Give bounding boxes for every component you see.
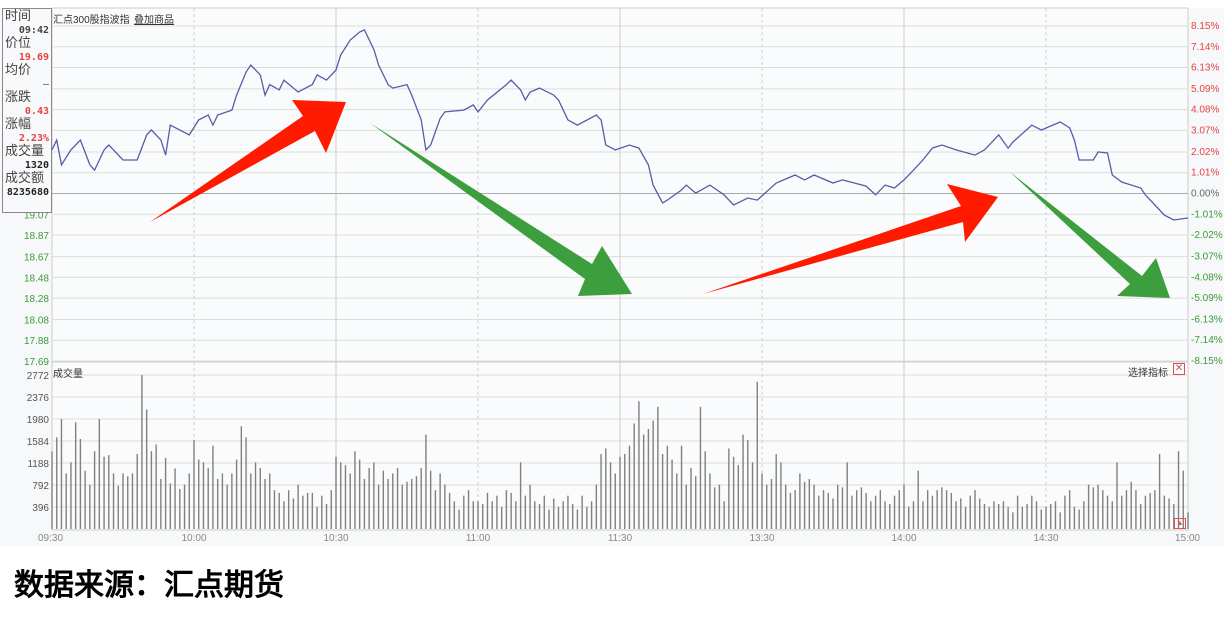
time-axis-tick: 14:30 [1033, 533, 1058, 544]
volume-axis-tick: 2376 [27, 393, 50, 404]
right-axis-tick: -5.09% [1191, 293, 1223, 304]
left-axis-tick: 17.88 [24, 336, 49, 347]
left-axis-tick: 19.07 [24, 210, 49, 221]
intraday-chart: 8.15% 7.14% 6.13% 5.09% 4.08% 3.07% 2.02% 1.01%… [23, 7, 1223, 544]
right-axis-tick: 5.09% [1191, 84, 1219, 95]
red-arrow-up-icon [703, 184, 998, 294]
time-axis-tick: 13:30 [749, 533, 774, 544]
instrument-name: 汇点300股指波指 [53, 15, 130, 26]
right-axis-tick: -7.14% [1191, 335, 1223, 346]
right-axis-tick: -4.08% [1191, 272, 1223, 283]
overlay-commodity-link[interactable]: 叠加商品 [134, 15, 174, 26]
right-axis-tick: 0.00% [1191, 189, 1219, 200]
green-arrow-down-icon [1010, 172, 1170, 298]
volume-axis-tick: 792 [32, 481, 49, 492]
left-axis-tick: 18.87 [24, 231, 49, 242]
right-axis-tick: -8.15% [1191, 356, 1223, 367]
right-axis-tick: -6.13% [1191, 314, 1223, 325]
expand-up-icon[interactable]: ▲ [1174, 518, 1186, 529]
right-axis-tick: 3.07% [1191, 125, 1219, 136]
source-caption: 数据来源：汇点期货 [14, 568, 284, 603]
time-label: 时间 [5, 8, 32, 23]
time-axis-tick: 09:30 [38, 533, 63, 544]
green-arrow-down-icon [370, 123, 632, 296]
amount-label: 成交额 [5, 170, 45, 185]
time-axis-tick: 14:00 [891, 533, 916, 544]
left-axis-tick: 18.67 [24, 253, 49, 264]
right-axis-tick: 4.08% [1191, 105, 1219, 116]
red-arrow-up-icon [150, 100, 346, 222]
pct-value: 2.23% [18, 133, 49, 144]
avg-label: 均价 [5, 62, 32, 77]
time-axis-tick: 11:30 [608, 533, 633, 544]
right-axis-tick: -1.01% [1191, 209, 1223, 220]
volume-label: 成交量 [5, 143, 45, 158]
right-axis-tick: -3.07% [1191, 252, 1223, 263]
right-axis-tick: 7.14% [1191, 42, 1219, 53]
right-axis-tick: 2.02% [1191, 147, 1219, 158]
avg-value: — [42, 79, 49, 90]
time-axis-tick: 11:00 [466, 533, 491, 544]
price-line [51, 29, 1189, 221]
volume-axis-tick: 1584 [27, 437, 50, 448]
crosshair-info-box: 时间 09:42 价位 19.69 均价 — 涨跌 0.43 涨幅 2.23% … [2, 8, 52, 213]
time-axis-tick: 10:00 [181, 533, 206, 544]
right-axis-tick: 8.15% [1191, 21, 1219, 32]
left-axis-tick: 18.28 [24, 294, 49, 305]
change-value: 0.43 [24, 106, 49, 117]
volume-axis-tick: 1980 [27, 415, 50, 426]
price-label: 价位 [5, 35, 32, 50]
left-axis-tick: 17.69 [24, 357, 49, 368]
left-axis-tick: 18.48 [24, 273, 49, 284]
right-axis-tick: 6.13% [1191, 63, 1219, 74]
select-indicator-button[interactable]: 选择指标 [1128, 368, 1168, 379]
right-axis-tick: -2.02% [1191, 230, 1223, 241]
price-value: 19.69 [18, 52, 49, 63]
time-value: 09:42 [18, 25, 49, 36]
time-axis-tick: 15:00 [1175, 533, 1200, 544]
volume-axis-tick: 2772 [27, 371, 50, 382]
volume-panel-title: 成交量 [53, 369, 83, 380]
volume-axis-tick: 396 [32, 503, 49, 514]
close-icon[interactable]: ✕ [1173, 363, 1185, 375]
volume-axis-tick: 1188 [27, 459, 49, 470]
pct-label: 涨幅 [5, 116, 32, 131]
right-axis-tick: 1.01% [1191, 168, 1219, 179]
volume-value: 1320 [24, 160, 49, 171]
time-axis-tick: 10:30 [323, 533, 348, 544]
left-axis-tick: 18.08 [24, 315, 49, 326]
change-label: 涨跌 [5, 89, 32, 104]
amount-value: 8235680 [6, 187, 49, 198]
